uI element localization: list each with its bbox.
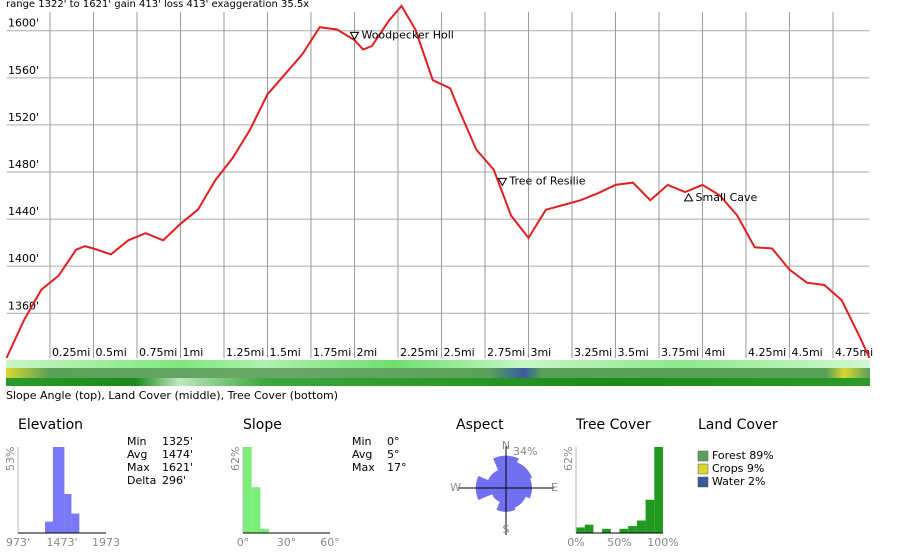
y-tick-label: 62% xyxy=(229,447,242,471)
histogram-bar xyxy=(619,528,629,533)
waypoint-marker xyxy=(349,31,360,41)
x-tick-label: 1473' xyxy=(46,536,77,549)
stat-text: 0° xyxy=(387,435,400,448)
histogram-bar xyxy=(636,520,646,533)
x-tick-label: 2.25mi xyxy=(400,346,438,359)
x-tick-label: 4.75mi xyxy=(835,346,873,359)
stat-text: Min xyxy=(352,435,372,448)
y-tick-label: 62% xyxy=(562,447,575,471)
x-tick-label: 3mi xyxy=(530,346,551,359)
y-tick-label: 1400' xyxy=(8,252,39,265)
histogram-bar xyxy=(645,499,655,533)
stat-text: 17° xyxy=(387,461,407,474)
x-tick-label: 1973 xyxy=(92,536,120,549)
stat-text: 1621' xyxy=(162,461,193,474)
stat-text: Max xyxy=(127,461,150,474)
histogram-bar xyxy=(251,487,261,533)
x-tick-label: 4.5mi xyxy=(791,346,822,359)
x-tick-label: 1.25mi xyxy=(226,346,264,359)
land-cover-strip xyxy=(6,368,870,378)
direction-label: S xyxy=(503,523,510,536)
histogram-bar xyxy=(45,521,53,533)
x-tick-label: 1.5mi xyxy=(269,346,300,359)
histogram-bar xyxy=(602,528,611,533)
y-tick-label: 1600' xyxy=(8,17,39,30)
tree-cover-strip xyxy=(6,378,870,386)
y-tick-label: 53% xyxy=(4,447,17,471)
histogram-bar xyxy=(71,513,80,533)
legend-label: Forest 89% xyxy=(712,449,774,462)
radius-tick-label: 34% xyxy=(513,445,537,458)
x-tick-label: 0.25mi xyxy=(52,346,90,359)
stat-text: 1474' xyxy=(162,448,193,461)
x-tick-label: 4.25mi xyxy=(748,346,786,359)
slope-strip xyxy=(6,360,870,368)
x-tick-label: 0.75mi xyxy=(139,346,177,359)
x-tick-label: 30° xyxy=(277,536,297,549)
panel-title: Slope xyxy=(243,417,282,433)
y-tick-label: 1520' xyxy=(8,111,39,124)
x-tick-label: 4mi xyxy=(704,346,725,359)
stat-text: 5° xyxy=(387,448,400,461)
legend-swatch xyxy=(697,463,709,475)
direction-label: E xyxy=(551,481,558,494)
waypoint-label: Tree of Resilie xyxy=(508,174,585,187)
x-tick-label: 100% xyxy=(647,536,678,549)
stat-text: 296' xyxy=(162,474,186,487)
panel-title: Elevation xyxy=(18,417,83,433)
x-tick-label: 0% xyxy=(567,536,584,549)
legend-label: Water 2% xyxy=(712,475,765,488)
x-tick-label: 3.25mi xyxy=(574,346,612,359)
waypoint-marker xyxy=(683,192,694,202)
histogram-bar xyxy=(64,494,72,533)
x-tick-label: 3.75mi xyxy=(661,346,699,359)
x-tick-label: 1mi xyxy=(182,346,203,359)
waypoint-label: Small Cave xyxy=(696,191,758,204)
stat-text: Avg xyxy=(127,448,147,461)
legend-swatch xyxy=(697,476,709,488)
panel-title: Land Cover xyxy=(698,417,778,433)
x-tick-label: 0.5mi xyxy=(95,346,126,359)
waypoint-label: Woodpecker Holl xyxy=(361,28,453,41)
x-tick-label: 60° xyxy=(320,536,340,549)
stat-text: Max xyxy=(352,461,375,474)
rose-sector xyxy=(505,461,533,489)
y-tick-label: 1440' xyxy=(8,205,39,218)
legend-label: Crops 9% xyxy=(712,462,764,475)
direction-label: W xyxy=(450,481,461,494)
x-tick-label: 0° xyxy=(237,536,250,549)
waypoint-marker xyxy=(497,177,508,187)
histogram-bar xyxy=(52,447,65,533)
x-tick-label: 3.5mi xyxy=(617,346,648,359)
elevation-line xyxy=(5,4,871,359)
histogram-bar xyxy=(628,526,637,533)
stat-text: 1325' xyxy=(162,435,193,448)
x-tick-label: 2mi xyxy=(356,346,377,359)
histogram-bar xyxy=(654,447,663,533)
histogram-bar xyxy=(243,447,252,533)
stat-text: Delta xyxy=(127,474,156,487)
histogram-bar xyxy=(576,527,585,533)
direction-label: N xyxy=(502,439,510,452)
stat-text: Min xyxy=(127,435,147,448)
x-tick-label: 2.5mi xyxy=(443,346,474,359)
header-stats: range 1322' to 1621' gain 413' loss 413'… xyxy=(6,0,309,10)
legend-swatch xyxy=(697,450,709,462)
y-tick-label: 1480' xyxy=(8,158,39,171)
panel-title: Aspect xyxy=(456,417,504,433)
histogram-bar xyxy=(260,528,270,533)
x-tick-label: 1.75mi xyxy=(313,346,351,359)
strip-caption: Slope Angle (top), Land Cover (middle), … xyxy=(6,389,338,402)
stat-text: Avg xyxy=(352,448,372,461)
x-tick-label: 2.75mi xyxy=(487,346,525,359)
rose-sector xyxy=(487,469,507,489)
panel-title: Tree Cover xyxy=(575,417,651,433)
x-tick-label: 973' xyxy=(6,536,30,549)
histogram-bar xyxy=(584,524,594,533)
x-tick-label: 50% xyxy=(607,536,631,549)
y-tick-label: 1560' xyxy=(8,64,39,77)
